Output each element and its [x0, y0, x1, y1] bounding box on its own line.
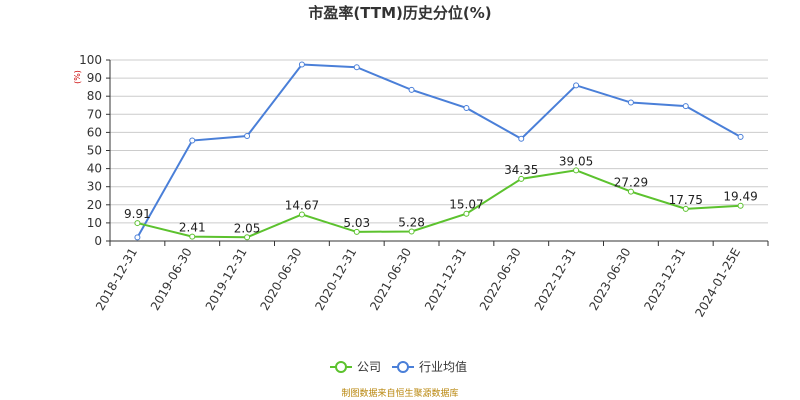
data-label-0-5: 5.28 — [398, 215, 425, 229]
data-label-0-0: 9.91 — [124, 207, 151, 221]
y-tick-80: 80 — [87, 89, 102, 103]
series-1-point-2 — [244, 133, 251, 140]
series-1-point-0 — [134, 234, 141, 241]
series-1-point-5 — [408, 86, 415, 93]
series-1-point-9 — [627, 99, 634, 106]
y-tick-40: 40 — [87, 162, 102, 176]
data-label-0-9: 27.29 — [614, 176, 648, 190]
data-label-0-11: 19.49 — [723, 190, 757, 204]
y-tick-50: 50 — [87, 144, 102, 158]
axes — [106, 59, 769, 246]
x-tick-2020-06-30: 2020-06-30 — [258, 246, 305, 313]
series-1-point-1 — [189, 137, 196, 144]
series-line-1 — [136, 63, 742, 238]
x-tick-2021-12-31: 2021-12-31 — [422, 245, 469, 312]
legend-label-1: 行业均值 — [419, 359, 467, 374]
series-0-point-11 — [737, 202, 744, 209]
chart-title: 市盈率(TTM)历史分位(%) — [308, 4, 491, 22]
data-label-0-4: 5.03 — [343, 216, 370, 230]
x-tick-2023-06-30: 2023-06-30 — [587, 246, 634, 313]
y-tick-60: 60 — [87, 125, 102, 139]
data-label-0-10: 17.75 — [669, 193, 703, 207]
x-tick-2019-06-30: 2019-06-30 — [148, 246, 195, 313]
legend-item-1[interactable]: 行业均值 — [392, 359, 467, 374]
y-tick-labels: 0 10 20 30 40 50 60 70 80 90 100 — [79, 53, 102, 248]
series-0-point-5 — [408, 228, 415, 235]
series-0-point-3 — [298, 211, 305, 218]
series-0-point-0 — [134, 220, 141, 227]
series-0-point-7 — [518, 175, 525, 182]
source-note: 制图数据来自恒生聚源数据库 — [341, 387, 458, 399]
series-line-0 — [137, 169, 741, 239]
y-tick-90: 90 — [87, 71, 102, 85]
grid-lines — [110, 59, 768, 224]
y-tick-100: 100 — [79, 53, 102, 67]
data-label-0-3: 14.67 — [285, 198, 319, 212]
x-tick-2020-12-31: 2020-12-31 — [312, 246, 359, 313]
series-1-point-8 — [573, 82, 580, 89]
x-tick-2021-06-30: 2021-06-30 — [367, 246, 414, 313]
x-tick-2019-12-31: 2019-12-31 — [203, 245, 250, 312]
data-label-0-6: 15.07 — [449, 198, 483, 212]
legend-label-0: 公司 — [357, 360, 381, 374]
data-label-0-7: 34.35 — [504, 163, 538, 177]
legend-item-0[interactable]: 公司 — [330, 360, 381, 374]
series-1-point-11 — [737, 133, 744, 140]
y-tick-30: 30 — [87, 180, 102, 194]
series-0-point-6 — [463, 210, 470, 217]
legend[interactable]: 公司 行业均值 — [330, 359, 467, 374]
series-1-point-3 — [298, 61, 305, 68]
series-0-point-10 — [682, 205, 689, 212]
data-labels: 9.91 2.41 2.05 14.67 5.03 5.28 15.07 34.35 39.05… — [124, 154, 758, 235]
series-1-point-4 — [353, 64, 360, 71]
series-layer — [134, 61, 744, 241]
y-tick-10: 10 — [87, 216, 102, 230]
legend-marker-1 — [397, 361, 409, 373]
x-tick-labels: 2018-12-31 2019-06-30 2019-12-31 2020-06-30… — [93, 245, 743, 319]
data-label-0-8: 39.05 — [559, 154, 593, 168]
x-tick-2022-12-31: 2022-12-31 — [532, 246, 579, 313]
y-tick-70: 70 — [87, 107, 102, 121]
y-unit-label: (%) — [73, 70, 82, 84]
x-tick-2023-12-31: 2023-12-31 — [641, 246, 688, 313]
data-label-0-1: 2.41 — [179, 221, 206, 235]
series-0-point-1 — [189, 233, 196, 240]
x-tick-2022-06-30: 2022-06-30 — [477, 246, 524, 313]
data-label-0-2: 2.05 — [234, 221, 261, 235]
y-tick-20: 20 — [87, 198, 102, 212]
series-0-point-8 — [573, 167, 580, 174]
series-1-point-6 — [463, 104, 470, 111]
series-0-point-2 — [244, 234, 251, 241]
series-1-point-10 — [682, 103, 689, 110]
y-tick-0: 0 — [94, 234, 102, 248]
series-0-point-9 — [627, 188, 634, 195]
series-0-point-4 — [353, 228, 360, 235]
series-1-point-7 — [518, 135, 525, 142]
x-tick-2018-12-31: 2018-12-31 — [93, 246, 140, 313]
legend-marker-0 — [335, 361, 347, 373]
x-tick-2024-01-25E: 2024-01-25E — [692, 246, 743, 320]
